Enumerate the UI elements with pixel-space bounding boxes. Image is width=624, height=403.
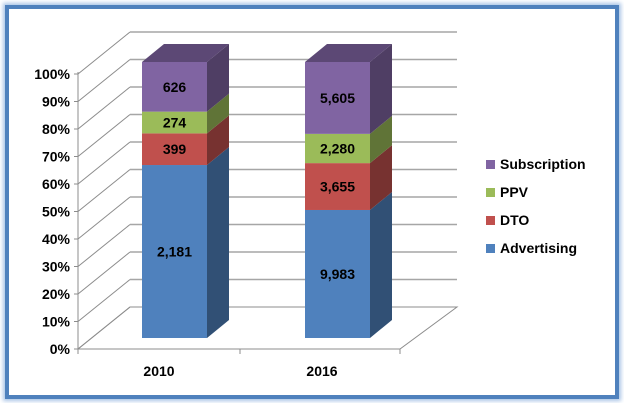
bar-side-ppv (370, 115, 392, 164)
gridline-side (77, 169, 131, 212)
chart-legend: Subscription PPV DTO Advertising (486, 150, 586, 262)
bar-side-subscription (207, 44, 229, 112)
data-label: 399 (163, 141, 187, 157)
y-axis-label: 80% (42, 121, 71, 137)
y-axis-label: 90% (42, 94, 71, 110)
y-axis-label: 20% (42, 286, 71, 302)
y-axis-label: 60% (42, 176, 71, 192)
bar-top (305, 44, 392, 62)
y-axis-label: 40% (42, 231, 71, 247)
bar-segment-subscription (142, 62, 207, 112)
gridline-side (77, 114, 131, 157)
gridline-side (77, 31, 131, 75)
bar-side-advertising (370, 191, 392, 338)
x-axis-label: 2016 (306, 363, 337, 379)
gridline-side (77, 224, 131, 267)
y-axis-label: 10% (42, 314, 71, 330)
bar-side-dto (370, 145, 392, 210)
x-axis-label: 2010 (143, 363, 174, 379)
legend-label: PPV (500, 184, 529, 200)
data-label: 5,605 (320, 90, 355, 106)
bar-segment-dto (305, 163, 370, 210)
y-axis-label: 70% (42, 149, 71, 165)
legend-item-dto: DTO (486, 206, 586, 234)
gridline-side (77, 59, 131, 102)
bar-side-subscription (370, 44, 392, 134)
data-label: 9,983 (320, 266, 355, 282)
legend-swatch-icon (486, 215, 495, 225)
bar-segment-dto (142, 133, 207, 166)
y-axis-label: 0% (50, 341, 71, 357)
bar-segment-ppv (142, 111, 207, 134)
gridline-side (77, 279, 131, 322)
chart-floor (76, 306, 459, 350)
legend-label: DTO (500, 212, 530, 228)
bar-side-advertising (207, 147, 229, 338)
legend-swatch-icon (486, 187, 495, 197)
y-axis-label: 30% (42, 259, 71, 275)
y-axis-label: 50% (42, 204, 71, 220)
gridline-side (77, 251, 131, 295)
y-axis-label: 100% (34, 66, 70, 82)
gridline-side (77, 141, 131, 185)
bar-segment-subscription (305, 62, 370, 134)
data-label: 2,181 (157, 244, 192, 260)
legend-item-advertising: Advertising (486, 234, 586, 262)
bar-top (142, 44, 229, 62)
bar-segment-advertising (142, 165, 207, 338)
legend-label: Advertising (500, 240, 578, 256)
legend-item-ppv: PPV (486, 178, 586, 206)
floor-edge (77, 306, 131, 350)
bar-side-dto (207, 115, 229, 166)
legend-label: Subscription (500, 156, 586, 172)
data-label: 3,655 (320, 179, 355, 195)
data-label: 274 (163, 115, 187, 131)
gridline-side (77, 196, 131, 240)
bar-segment-ppv (305, 133, 370, 164)
gridline-side (77, 86, 131, 130)
legend-item-subscription: Subscription (486, 150, 586, 178)
bar-segment-advertising (305, 209, 370, 338)
data-label: 2,280 (320, 140, 355, 156)
legend-swatch-icon (486, 243, 495, 253)
data-label: 626 (163, 79, 187, 95)
bar-side-ppv (207, 93, 229, 134)
legend-swatch-icon (486, 159, 495, 169)
